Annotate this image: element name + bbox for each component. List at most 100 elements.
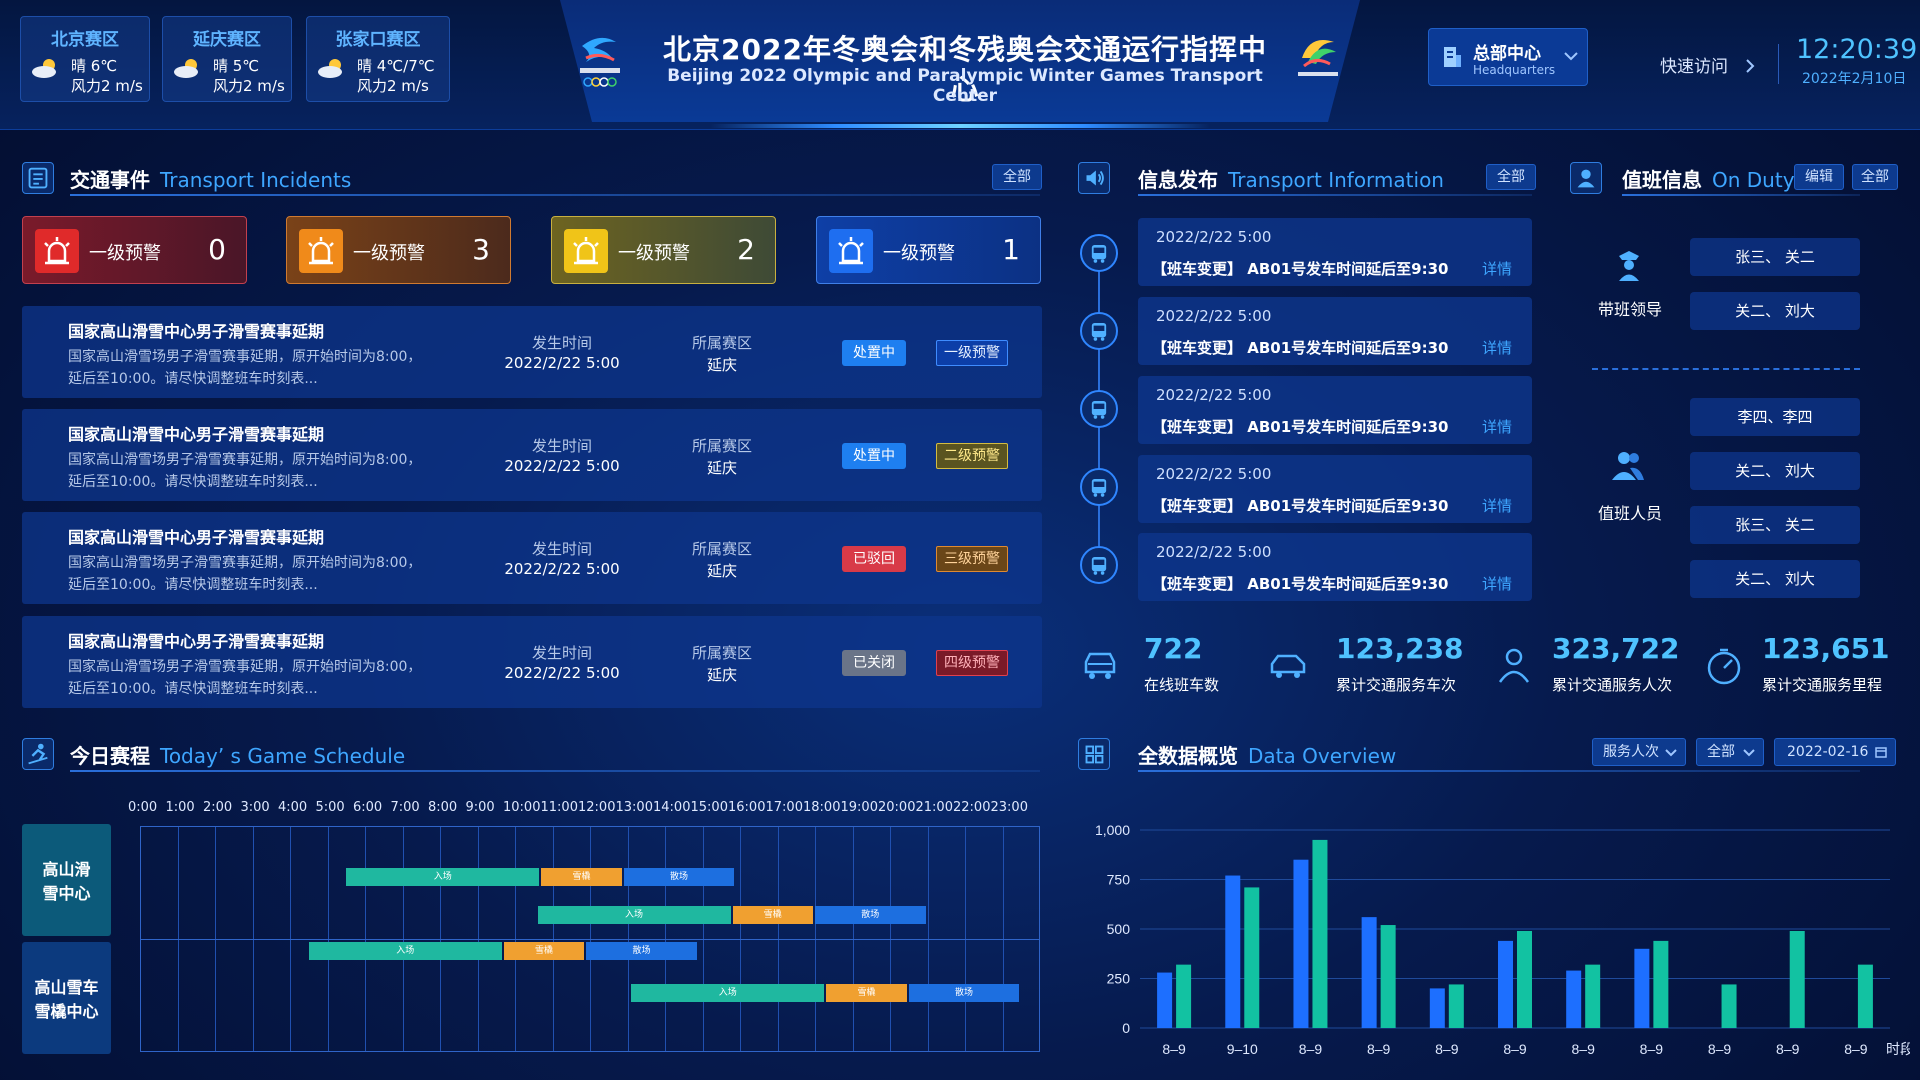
hour-tick-label: 14:00 (653, 800, 691, 815)
incident-desc: 延后至10:00。请尽快调整班车时刻表... (68, 681, 318, 697)
schedule-bar[interactable]: 雪橇 (503, 942, 585, 960)
bar (1721, 984, 1737, 1028)
schedule-bar[interactable]: 入场 (308, 942, 502, 960)
x-tick-label: 8–9 (1162, 1041, 1186, 1057)
duty-filter-button[interactable]: 全部 (1852, 164, 1898, 190)
incident-row[interactable]: 国家高山滑雪中心男子滑雪赛事延期 国家高山滑雪场男子滑雪赛事延期，原开始时间为8… (22, 409, 1042, 501)
incident-section-icon (22, 162, 54, 194)
weather-card-zhangjiakou[interactable]: 张家口赛区 晴 4℃/7℃ 风力2 m/s (306, 16, 450, 102)
status-badge: 处置中 (842, 443, 906, 469)
incident-row[interactable]: 国家高山滑雪中心男子滑雪赛事延期 国家高山滑雪场男子滑雪赛事延期，原开始时间为8… (22, 512, 1042, 604)
info-item[interactable]: 2022/2/22 5:00 【班车变更】 AB01号发车时间延后至9:30 详… (1138, 297, 1532, 365)
incident-desc: 延后至10:00。请尽快调整班车时刻表... (68, 577, 318, 593)
date-picker[interactable]: 2022-02-16 (1774, 738, 1896, 766)
warning-card-orange[interactable]: 一级预警 3 (286, 216, 511, 284)
incidents-filter-button[interactable]: 全部 (992, 164, 1042, 190)
incident-title: 国家高山滑雪中心男子滑雪赛事延期 (68, 528, 325, 547)
schedule-bar[interactable]: 散场 (908, 984, 1020, 1002)
info-message: 【班车变更】 AB01号发车时间延后至9:30 (1152, 418, 1449, 436)
bar (1293, 859, 1309, 1028)
schedule-bar[interactable]: 入场 (631, 984, 825, 1002)
info-item[interactable]: 2022/2/22 5:00 【班车变更】 AB01号发车时间延后至9:30 详… (1138, 218, 1532, 286)
info-message: 【班车变更】 AB01号发车时间延后至9:30 (1152, 339, 1449, 357)
weather-temp: 晴 5℃ (213, 57, 260, 75)
bar (1653, 940, 1669, 1028)
level-badge: 一级预警 (936, 340, 1008, 366)
status-badge: 处置中 (842, 340, 906, 366)
quick-access-label: 快速访问 (1660, 57, 1728, 77)
info-item[interactable]: 2022/2/22 5:00 【班车变更】 AB01号发车时间延后至9:30 详… (1138, 533, 1532, 601)
speaker-icon (1078, 162, 1110, 194)
schedule-bar[interactable]: 雪橇 (732, 906, 813, 924)
hour-tick-label: 18:00 (803, 800, 841, 815)
x-tick-label: 8–9 (1367, 1041, 1391, 1057)
stat-label: 在线班车数 (1144, 676, 1220, 694)
schedule-bar[interactable]: 雪橇 (826, 984, 907, 1002)
weather-card-yanqing[interactable]: 延庆赛区 晴 5℃ 风力2 m/s (162, 16, 292, 102)
info-time: 2022/2/22 5:00 (1156, 543, 1272, 561)
hour-tick-label: 15:00 (690, 800, 728, 815)
hour-tick-label: 6:00 (353, 800, 383, 815)
x-tick-label: 8–9 (1299, 1041, 1323, 1057)
info-title: 信息发布 (1138, 168, 1218, 192)
leader-names: 关二、 刘大 (1690, 292, 1860, 330)
info-time: 2022/2/22 5:00 (1156, 465, 1272, 483)
info-detail-link[interactable]: 详情 (1481, 260, 1512, 278)
bar (1857, 964, 1873, 1028)
leader-label: 带班领导 (1597, 300, 1662, 319)
info-detail-link[interactable]: 详情 (1481, 497, 1512, 515)
schedule-title: 今日赛程 (70, 744, 150, 768)
duty-title-en: On Duty (1712, 168, 1795, 192)
y-tick-label: 250 (1107, 971, 1131, 987)
level-badge: 二级预警 (936, 443, 1008, 469)
warning-card-blue[interactable]: 一级预警 1 (816, 216, 1041, 284)
incident-row[interactable]: 国家高山滑雪中心男子滑雪赛事延期 国家高山滑雪场男子滑雪赛事延期，原开始时间为8… (22, 306, 1042, 398)
schedule-bar[interactable]: 雪橇 (541, 868, 622, 886)
hour-tick-label: 7:00 (390, 800, 420, 815)
weather-temp: 晴 6℃ (71, 57, 118, 75)
weather-card-beijing[interactable]: 北京赛区 晴 6℃ 风力2 m/s (20, 16, 150, 102)
info-detail-link[interactable]: 详情 (1481, 339, 1512, 357)
overview-title: 全数据概览 (1138, 744, 1238, 768)
info-detail-link[interactable]: 详情 (1481, 418, 1512, 436)
status-badge: 已驳回 (842, 546, 906, 572)
schedule-bar[interactable]: 散场 (586, 942, 697, 960)
quick-access-link[interactable]: 快速访问 (1660, 52, 1755, 77)
weather-wind: 风力2 m/s (357, 77, 429, 95)
duty-edit-button[interactable]: 编辑 (1794, 164, 1844, 190)
incident-zone: 延庆 (706, 666, 737, 684)
headquarters-selector[interactable]: 总部中心 Headquarters (1428, 28, 1588, 86)
schedule-bar[interactable]: 散场 (815, 906, 926, 924)
chevron-down-icon (1743, 749, 1755, 757)
info-item[interactable]: 2022/2/22 5:00 【班车变更】 AB01号发车时间延后至9:30 详… (1138, 455, 1532, 523)
schedule-bar[interactable]: 散场 (623, 868, 735, 886)
car-icon (1270, 654, 1306, 678)
gauge-icon (1707, 648, 1741, 685)
hour-tick-label: 10:00 (503, 800, 541, 815)
incidents-title-en: Transport Incidents (160, 168, 352, 192)
hq-label: 总部中心 (1473, 44, 1541, 64)
incident-row[interactable]: 国家高山滑雪中心男子滑雪赛事延期 国家高山滑雪场男子滑雪赛事延期，原开始时间为8… (22, 616, 1042, 708)
metric-dropdown[interactable]: 服务人次 (1592, 738, 1686, 766)
schedule-bar[interactable]: 入场 (346, 868, 540, 886)
title-glow-line (710, 124, 1210, 128)
bus-icon (1080, 234, 1118, 272)
warning-card-yellow[interactable]: 一级预警 2 (551, 216, 776, 284)
info-detail-link[interactable]: 详情 (1481, 575, 1512, 593)
info-time: 2022/2/22 5:00 (1156, 228, 1272, 246)
weather-wind: 风力2 m/s (71, 77, 143, 95)
hour-tick-label: 16:00 (728, 800, 766, 815)
incident-time: 2022/2/22 5:00 (504, 560, 620, 578)
scope-dropdown[interactable]: 全部 (1696, 738, 1764, 766)
warning-card-red[interactable]: 一级预警 0 (22, 216, 247, 284)
warning-label: 一级预警 (353, 243, 425, 264)
title-banner (560, 0, 1360, 122)
hour-tick-label: 8:00 (428, 800, 458, 815)
bus-icon (1080, 546, 1118, 584)
y-tick-label: 750 (1107, 872, 1131, 888)
hour-tick-label: 17:00 (765, 800, 803, 815)
info-item[interactable]: 2022/2/22 5:00 【班车变更】 AB01号发车时间延后至9:30 详… (1138, 376, 1532, 444)
info-filter-button[interactable]: 全部 (1486, 164, 1536, 190)
schedule-bar[interactable]: 入场 (537, 906, 731, 924)
hour-tick-label: 9:00 (465, 800, 495, 815)
